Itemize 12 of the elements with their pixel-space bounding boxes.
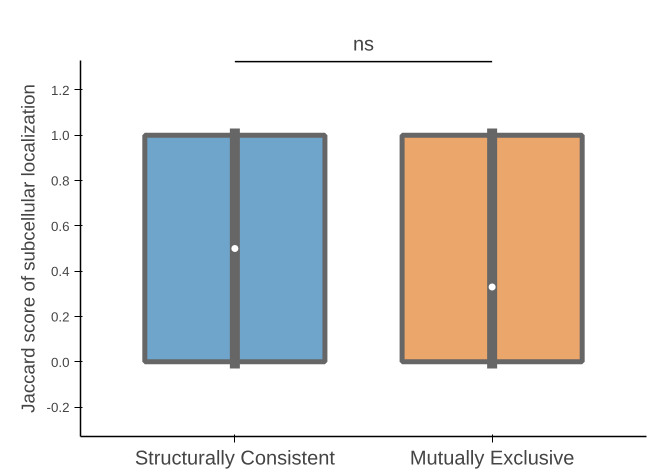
- y-tick-label: 0.2: [50, 309, 70, 324]
- y-tick-label: -0.2: [46, 400, 70, 416]
- y-tick-label: 0.4: [50, 264, 70, 280]
- y-tick-label: 1.0: [50, 128, 70, 144]
- y-tick-label: 0.8: [50, 174, 70, 189]
- y-axis-title: Jaccard score of subcellular localization: [18, 84, 39, 413]
- y-tick-label: 0.6: [50, 218, 70, 234]
- y-tick-label: 0.0: [50, 354, 70, 370]
- text: ns: [352, 34, 374, 56]
- x-tick-label: Mutually Exclusive: [410, 448, 574, 470]
- y-tick-label: 1.2: [50, 82, 70, 98]
- x-tick-label: Structurally Consistent: [134, 448, 336, 470]
